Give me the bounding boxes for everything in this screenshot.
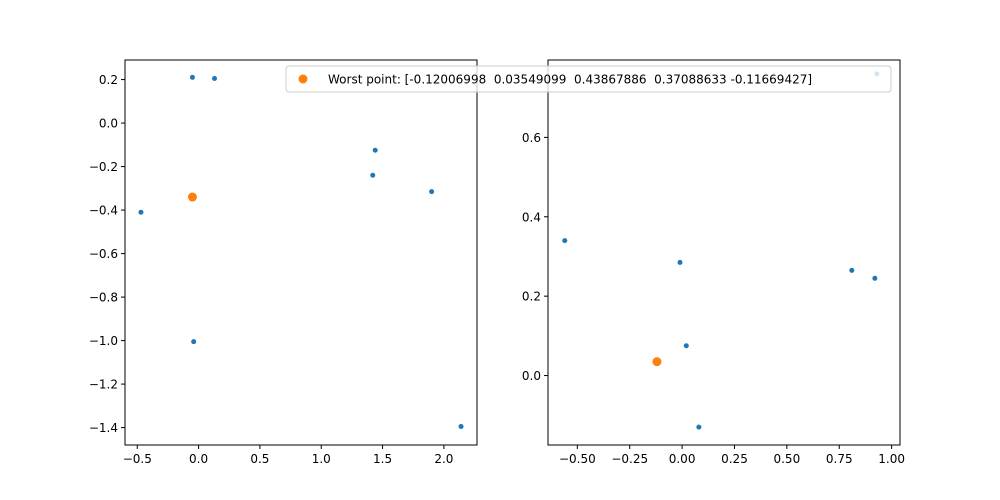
left-scatter-point [189, 74, 195, 80]
left-x-tick-label: 0.5 [250, 452, 269, 466]
legend-frame [285, 65, 892, 93]
right-y-tick-label: 0.0 [522, 369, 541, 383]
right-x-tick-label: 1.00 [878, 452, 905, 466]
left-scatter-point [429, 189, 435, 195]
right-x-tick-label: −0.25 [611, 452, 648, 466]
left-worst-point [187, 192, 197, 202]
left-x-tick-label: −0.5 [123, 452, 152, 466]
left-y-tick-label: −0.8 [89, 291, 118, 305]
left-y-tick-label: 0.2 [99, 73, 118, 87]
right-worst-point [652, 357, 662, 367]
left-x-tick-label: 2.0 [434, 452, 453, 466]
right-scatter-point [562, 238, 568, 244]
right-scatter-point [683, 343, 689, 349]
right-x-tick-label: 0.25 [721, 452, 748, 466]
right-scatter-point [872, 275, 878, 281]
right-plot-frame [547, 59, 901, 446]
left-scatter-point [138, 209, 144, 215]
right-x-tick-label: 0.50 [773, 452, 800, 466]
left-y-tick-label: −0.2 [89, 160, 118, 174]
left-x-tick-label: 1.0 [312, 452, 331, 466]
left-x-tick-label: 0.0 [189, 452, 208, 466]
left-scatter-point [458, 424, 464, 430]
legend-marker-worst-point [298, 74, 308, 84]
right-scatter-axes: −0.50 −0.25 0.00 0.25 0.50 0.75 1.00 0.0 0.2 0.4 0… [522, 59, 905, 466]
left-y-tick-label: −1.0 [89, 334, 118, 348]
left-y-tick-label: −1.2 [89, 378, 118, 392]
left-scatter-axes: −0.5 0.0 0.5 1.0 1.5 2.0 −1.4 −1.2 −1.0 −0.8 −0.6 −… [89, 59, 478, 466]
right-y-tick-label: 0.4 [522, 210, 541, 224]
right-y-tick-label: 0.2 [522, 290, 541, 304]
legend-label-worst-point: Worst point: [-0.12006998 0.03549099 0.4… [328, 73, 812, 87]
left-scatter-point [191, 339, 197, 345]
right-x-tick-label: 0.75 [826, 452, 853, 466]
right-scatter-point [696, 424, 702, 430]
left-y-tick-label: −0.6 [89, 247, 118, 261]
right-scatter-point [849, 267, 855, 273]
right-x-tick-label: −0.50 [559, 452, 596, 466]
left-x-tick-label: 1.5 [373, 452, 392, 466]
left-y-tick-label: −0.4 [89, 204, 118, 218]
left-scatter-point [212, 75, 218, 81]
left-scatter-point [372, 147, 378, 153]
right-x-tick-label: 0.00 [669, 452, 696, 466]
right-scatter-point [677, 259, 683, 265]
legend: Worst point: [-0.12006998 0.03549099 0.4… [285, 65, 892, 93]
left-y-tick-label: 0.0 [99, 117, 118, 131]
right-y-tick-label: 0.6 [522, 131, 541, 145]
left-scatter-point [370, 172, 376, 178]
left-plot-frame [124, 59, 478, 446]
left-y-tick-label: −1.4 [89, 421, 118, 435]
